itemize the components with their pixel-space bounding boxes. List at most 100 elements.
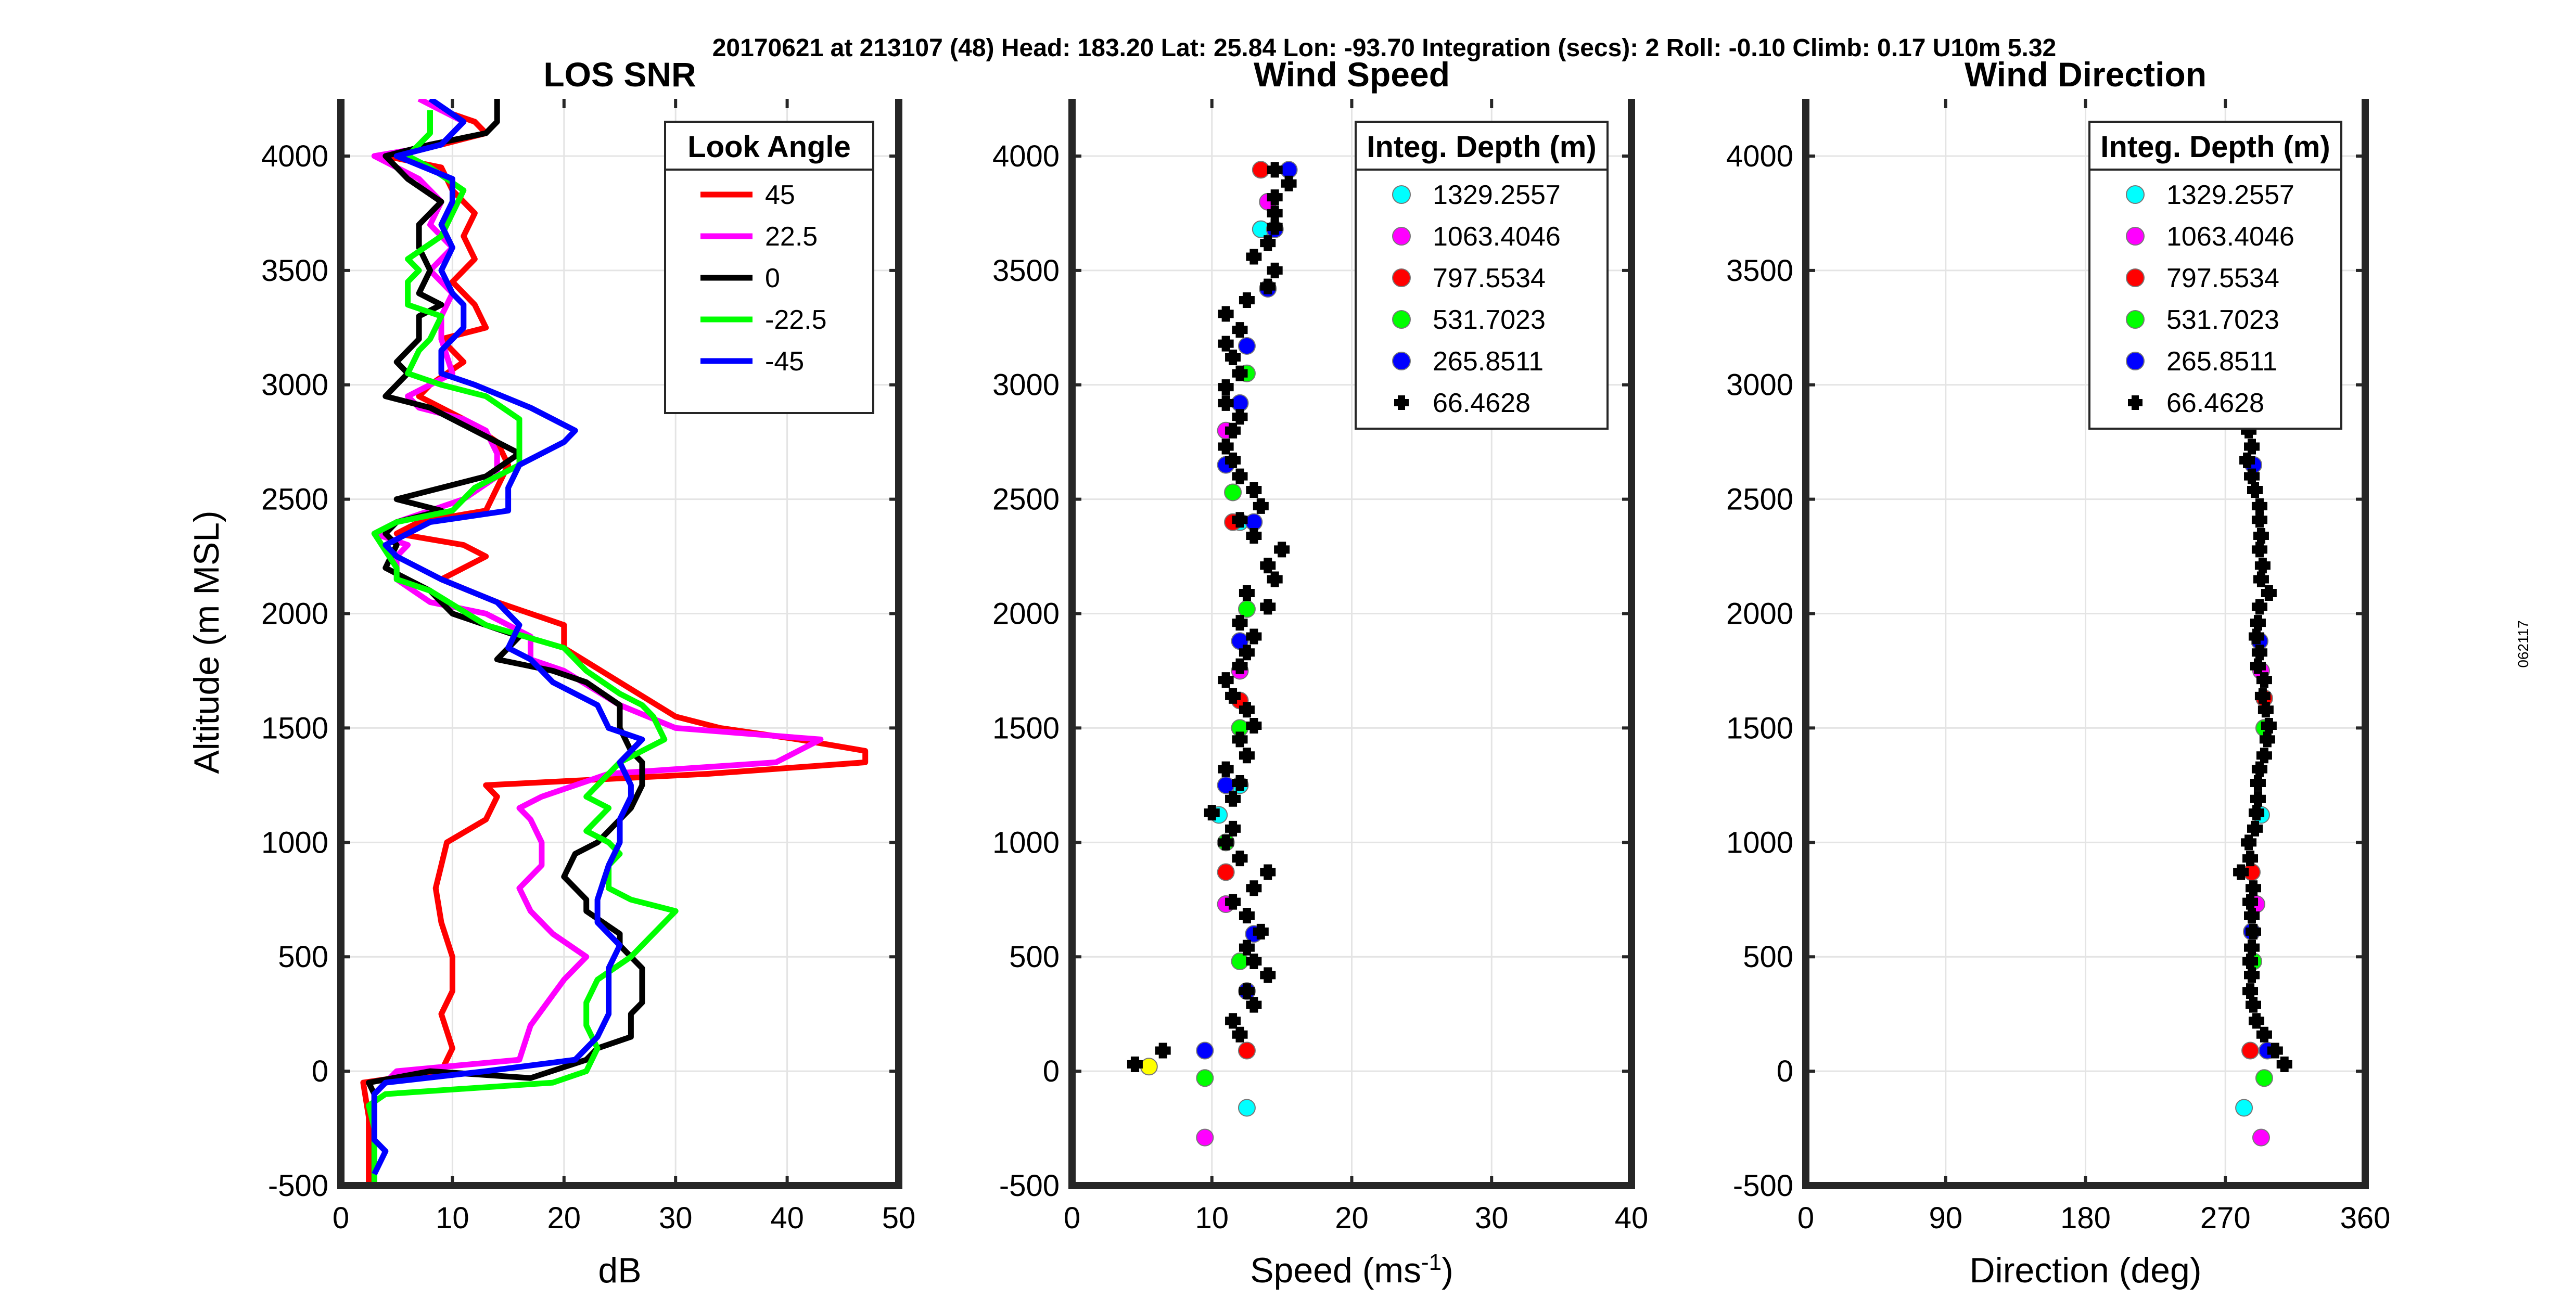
los-snr-ytick-label: 4000: [261, 139, 328, 173]
wind-direction-point-66-4628: [2250, 775, 2266, 791]
wind-direction-ytick-label: 2500: [1726, 483, 1793, 517]
wind-speed-point-66-4628: [1253, 498, 1269, 514]
wind-speed-ytick-label: 500: [1009, 940, 1060, 974]
wind-direction-legend-label-66-4628: 66.4628: [2166, 388, 2264, 418]
wind-speed-point-66-4628: [1225, 820, 1241, 837]
wind-direction-legend-title: Integ. Depth (m): [2100, 130, 2330, 164]
wind-speed-point-66-4628: [1218, 672, 1234, 688]
wind-speed-point-66-4628: [1218, 395, 1234, 411]
los-snr-legend-label-22-5: -22.5: [765, 305, 827, 335]
wind-direction-point-66-4628: [2267, 1043, 2283, 1059]
wind-speed-point-66-4628: [1225, 452, 1241, 468]
los-snr-legend-title: Look Angle: [687, 130, 851, 164]
los-snr-ylabel: Altitude (m MSL): [187, 510, 226, 774]
wind-direction-legend-swatch-531-7023: [2126, 310, 2145, 329]
los-snr-xtick-label: 50: [882, 1201, 916, 1235]
wind-direction-legend-swatch-66-4628: [2128, 395, 2143, 410]
wind-direction-legend-label-797-5534: 797.5534: [2166, 263, 2279, 293]
wind-speed-point-66-4628: [1232, 409, 1248, 425]
wind-direction-point-66-4628: [2256, 748, 2272, 764]
wind-speed-point-66-4628: [1225, 688, 1241, 704]
los-snr-legend-label-45: -45: [765, 346, 804, 377]
wind-direction-point-1063-4046: [2252, 1128, 2270, 1147]
wind-direction-xtick-label: 0: [1797, 1201, 1814, 1235]
wind-direction-point-66-4628: [2246, 997, 2261, 1013]
wind-speed-panel: 0 10 20 30 40-500050010001500200025003000350…: [992, 55, 1648, 1290]
wind-speed-point-66-4628: [1260, 599, 1276, 615]
wind-speed-point-66-4628: [1239, 702, 1255, 718]
los-snr-xtick-label: 30: [659, 1201, 693, 1235]
wind-direction-point-66-4628: [2261, 585, 2277, 601]
los-snr-ytick-label: 2500: [261, 483, 328, 517]
los-snr-ytick-label: 3000: [261, 368, 328, 402]
wind-direction-ytick-label: 4000: [1726, 139, 1793, 173]
wind-direction-legend-swatch-797-5534: [2126, 268, 2145, 287]
wind-speed-point-265-8511: [1196, 1041, 1214, 1060]
wind-speed-point-66-4628: [1232, 322, 1248, 338]
wind-direction-ytick-label: 1500: [1726, 711, 1793, 745]
wind-speed-point-531-7023: [1238, 600, 1256, 618]
los-snr-series-45-line: [360, 99, 869, 1186]
wind-speed-point-66-4628: [1127, 1056, 1143, 1072]
wind-direction-point-66-4628: [2251, 542, 2267, 558]
wind-speed-point-66-4628: [1225, 791, 1241, 807]
wind-speed-ytick-label: 4000: [992, 139, 1060, 173]
los-snr-ytick-label: 1500: [261, 711, 328, 745]
wind-direction-point-66-4628: [2250, 615, 2266, 631]
wind-speed-ytick-label: -500: [999, 1169, 1060, 1203]
wind-speed-ytick-label: 2500: [992, 483, 1060, 517]
wind-speed-point-531-7023: [1224, 483, 1242, 501]
wind-direction-point-66-4628: [2256, 672, 2272, 688]
wind-direction-ytick-label: 1000: [1726, 826, 1793, 859]
wind-direction-ytick-label: -500: [1733, 1169, 1793, 1203]
wind-speed-ytick-label: 0: [1043, 1054, 1060, 1088]
los-snr-ytick-label: 500: [278, 940, 328, 974]
wind-direction-point-797-5534: [2241, 1041, 2260, 1060]
wind-speed-point-66-4628: [1225, 1013, 1241, 1029]
wind-direction-point-66-4628: [2250, 791, 2266, 807]
figure-suptitle: 20170621 at 213107 (48) Head: 183.20 Lat…: [712, 34, 2057, 62]
wind-speed-point-66-4628: [1232, 851, 1248, 867]
wind-speed-point-66-4628: [1218, 439, 1234, 455]
wind-speed-point-66-4628: [1267, 219, 1283, 235]
wind-speed-point-797-5534: [1238, 1041, 1256, 1060]
wind-speed-title: Wind Speed: [1254, 55, 1450, 94]
wind-speed-point-66-4628: [1260, 235, 1276, 251]
wind-direction-legend: Integ. Depth (m) 1329.2557 1063.4046 797.5…: [2088, 121, 2342, 430]
wind-direction-point-66-4628: [2251, 512, 2267, 528]
wind-speed-point-66-4628: [1239, 908, 1255, 924]
wind-speed-point-66-4628: [1218, 379, 1234, 395]
los-snr-ytick-label: 3500: [261, 254, 328, 288]
wind-direction-point-66-4628: [2276, 1056, 2292, 1072]
wind-speed-legend-label-66-4628: 66.4628: [1433, 388, 1531, 418]
wind-speed-legend-label-531-7023: 531.7023: [1433, 305, 1546, 335]
los-snr-legend-label-22-5: 22.5: [765, 222, 818, 252]
wind-direction-point-66-4628: [2244, 468, 2260, 484]
wind-speed-point-1063-4046: [1196, 1128, 1214, 1147]
los-snr-plot-area: [360, 99, 869, 1186]
wind-speed-legend-swatch-265-8511: [1392, 352, 1411, 370]
wind-direction-legend-swatch-1063-4046: [2126, 227, 2145, 246]
wind-speed-xtick-label: 20: [1335, 1201, 1369, 1235]
wind-speed-point-66-4628: [1239, 645, 1255, 661]
wind-direction-xtick-label: 180: [2060, 1201, 2111, 1235]
wind-direction-point-66-4628: [2256, 1026, 2272, 1043]
wind-speed-point-66-4628: [1232, 1026, 1248, 1043]
wind-speed-point-66-4628: [1218, 761, 1234, 777]
wind-direction-point-1329-2557: [2235, 1099, 2253, 1117]
wind-speed-point-yellow: [1140, 1058, 1158, 1076]
los-snr-legend-label-0: 0: [765, 263, 780, 293]
wind-speed-legend-label-1329-2557: 1329.2557: [1433, 180, 1561, 210]
wind-direction-point-66-4628: [2242, 983, 2259, 999]
wind-direction-point-66-4628: [2242, 894, 2259, 910]
wind-speed-point-66-4628: [1204, 805, 1220, 821]
los-snr-xtick-label: 40: [770, 1201, 804, 1235]
wind-direction-axes: 0 90 180 270 360-500050010001500200025003000…: [1726, 99, 2390, 1235]
wind-speed-point-66-4628: [1246, 880, 1262, 896]
wind-direction-legend-swatch-1329-2557: [2126, 185, 2145, 204]
wind-speed-point-265-8511: [1280, 161, 1298, 179]
wind-direction-point-66-4628: [2244, 967, 2260, 983]
wind-direction-point-66-4628: [2242, 851, 2259, 867]
wind-speed-ytick-label: 3000: [992, 368, 1060, 402]
